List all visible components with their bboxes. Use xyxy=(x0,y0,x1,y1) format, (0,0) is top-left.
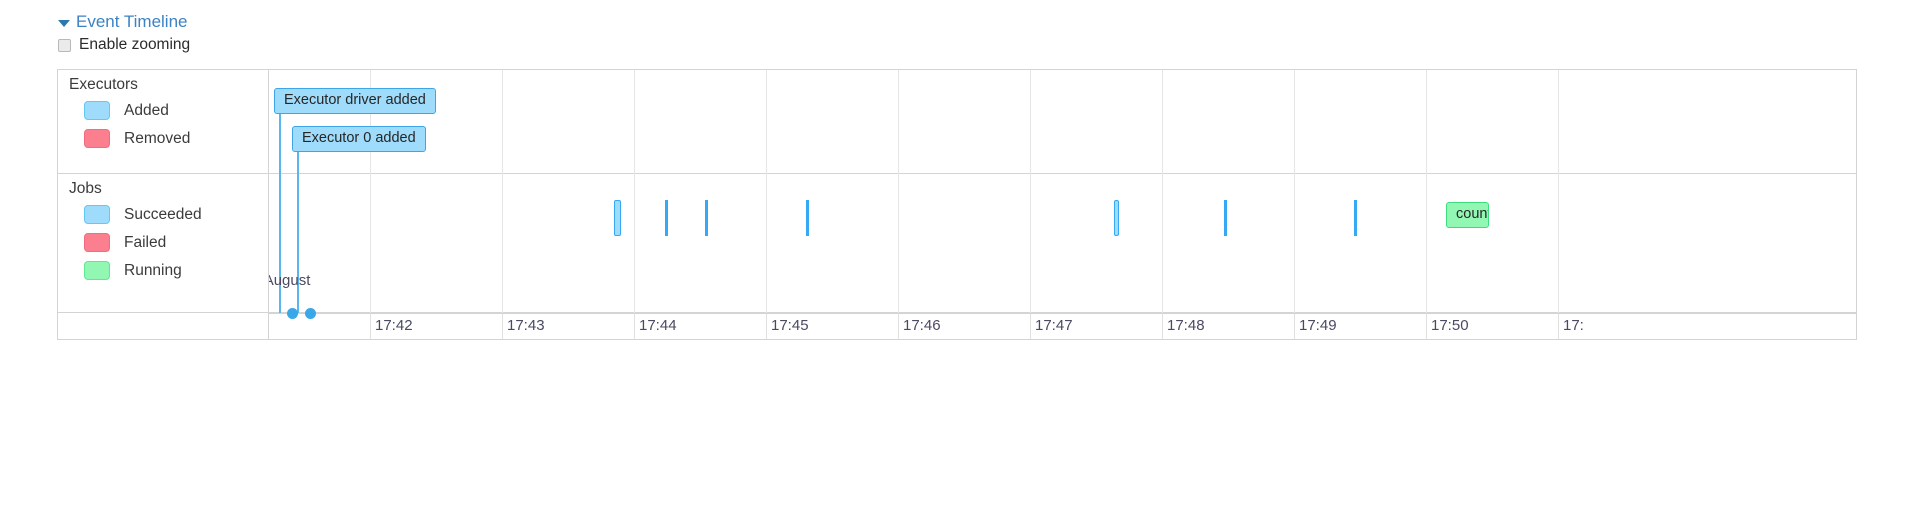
legend-item-removed[interactable]: Removed xyxy=(84,129,190,148)
caret-down-icon xyxy=(58,19,70,27)
job-tick[interactable] xyxy=(1224,200,1227,236)
executor-event-box[interactable]: Executor 0 added xyxy=(292,126,426,152)
swatch-added-icon xyxy=(84,101,110,120)
group-title-jobs: Jobs xyxy=(69,180,102,197)
axis-tick-label: 17:44 xyxy=(639,317,677,334)
axis-tick-mark xyxy=(1558,314,1559,339)
axis-tick-label: 17: xyxy=(1563,317,1584,334)
axis-tick-mark xyxy=(1162,314,1163,339)
axis-tick-label: 17:49 xyxy=(1299,317,1337,334)
axis-tick-mark xyxy=(1426,314,1427,339)
enable-zooming-checkbox[interactable] xyxy=(58,38,71,52)
axis-tick-label: 17:42 xyxy=(375,317,413,334)
axis-tick-label: 17:48 xyxy=(1167,317,1205,334)
legend-label-succeeded: Succeeded xyxy=(124,205,202,223)
job-event-box[interactable]: count xyxy=(1446,202,1489,228)
axis-tick-mark xyxy=(898,314,899,339)
axis-tick-label: 17:46 xyxy=(903,317,941,334)
axis-tick-mark xyxy=(370,314,371,339)
event-timeline-panel[interactable]: Executors Added Removed Jobs Succeeded F… xyxy=(57,69,1857,340)
job-tick[interactable] xyxy=(1114,200,1119,236)
job-tick[interactable] xyxy=(1354,200,1357,236)
lane-executors[interactable]: Executor driver added Executor 0 added xyxy=(269,70,1856,313)
legend-label-removed: Removed xyxy=(124,129,191,147)
job-tick[interactable] xyxy=(806,200,809,236)
timeline-axis[interactable]: 17:42 17:43 17:44 17:45 17:46 17:47 17:48 17:49… xyxy=(269,313,1856,339)
gridline-8 xyxy=(1426,70,1427,339)
page-title: Event Timeline xyxy=(76,12,188,31)
event-timeline-toggle[interactable]: Event Timeline xyxy=(58,12,188,32)
axis-tick-label: 17:50 xyxy=(1431,317,1469,334)
executor-event-leader-line xyxy=(279,112,281,313)
job-tick[interactable] xyxy=(705,200,708,236)
gridline-7 xyxy=(1294,70,1295,339)
event-anchor-dot[interactable] xyxy=(305,308,316,319)
legend-item-added[interactable]: Added xyxy=(84,101,169,120)
legend-group-executors: Executors Added Removed xyxy=(58,70,268,174)
timeline-legend-panel: Executors Added Removed Jobs Succeeded F… xyxy=(58,70,269,339)
gridline-5 xyxy=(1030,70,1031,339)
executor-event-leader-line xyxy=(297,150,299,313)
enable-zooming-row[interactable]: Enable zooming xyxy=(58,36,190,54)
swatch-running-icon xyxy=(84,261,110,280)
axis-tick-mark xyxy=(1030,314,1031,339)
axis-tick-label: 17:43 xyxy=(507,317,545,334)
enable-zooming-label: Enable zooming xyxy=(79,36,191,53)
gridline-4 xyxy=(898,70,899,339)
axis-tick-mark xyxy=(1294,314,1295,339)
axis-tick-mark xyxy=(634,314,635,339)
legend-item-succeeded[interactable]: Succeeded xyxy=(84,205,202,224)
legend-item-running[interactable]: Running xyxy=(84,261,182,280)
gridline-0 xyxy=(370,70,371,339)
job-tick[interactable] xyxy=(614,200,621,236)
lane-jobs[interactable]: count xyxy=(269,174,1856,313)
swatch-removed-icon xyxy=(84,129,110,148)
gridline-1 xyxy=(502,70,503,339)
executor-event-box[interactable]: Executor driver added xyxy=(274,88,436,114)
group-title-executors: Executors xyxy=(69,76,138,93)
legend-label-running: Running xyxy=(124,261,182,279)
gridline-9 xyxy=(1558,70,1559,339)
legend-label-added: Added xyxy=(124,101,169,119)
swatch-succeeded-icon xyxy=(84,205,110,224)
timeline-content[interactable]: Executor driver added Executor 0 added co… xyxy=(269,70,1856,339)
gridline-3 xyxy=(766,70,767,339)
legend-label-failed: Failed xyxy=(124,233,167,251)
axis-tick-mark xyxy=(766,314,767,339)
axis-tick-label: 17:45 xyxy=(771,317,809,334)
legend-group-jobs: Jobs Succeeded Failed Running xyxy=(58,174,268,313)
legend-item-failed[interactable]: Failed xyxy=(84,233,166,252)
axis-tick-mark xyxy=(502,314,503,339)
axis-tick-label: 17:47 xyxy=(1035,317,1073,334)
job-tick[interactable] xyxy=(665,200,668,236)
gridline-6 xyxy=(1162,70,1163,339)
gridline-2 xyxy=(634,70,635,339)
swatch-failed-icon xyxy=(84,233,110,252)
event-anchor-dot[interactable] xyxy=(287,308,298,319)
